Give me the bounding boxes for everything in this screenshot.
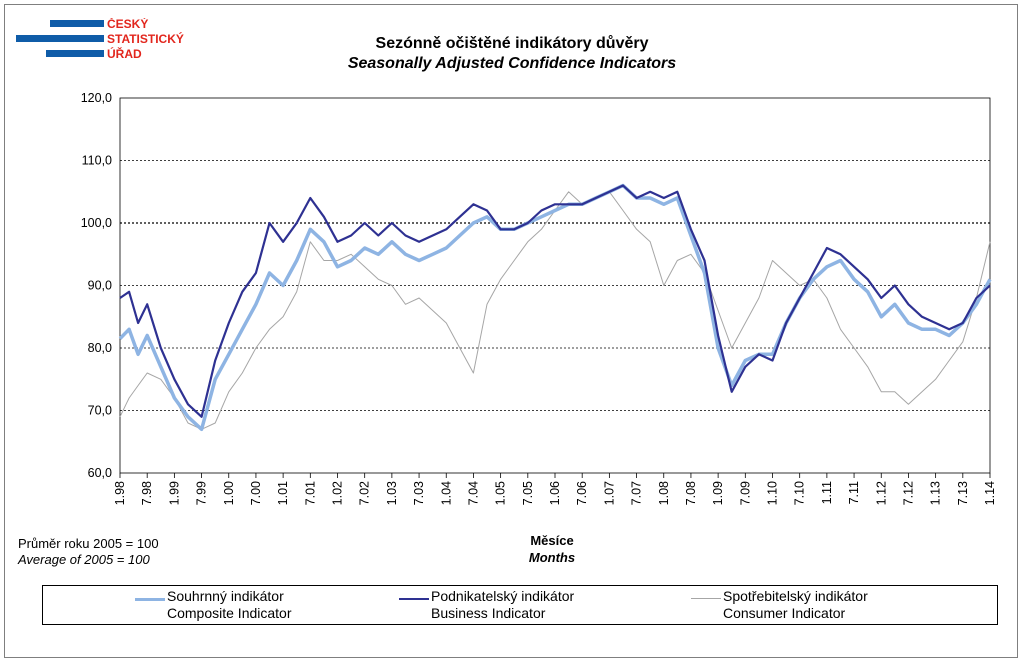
x-tick-label: 1.10 [766,481,780,505]
chart-title: Sezónně očištěné indikátory důvěry Seaso… [0,34,1024,74]
x-axis-title-cz: Měsíce [530,533,574,548]
x-tick-label: 1.00 [222,481,236,505]
legend-label-business-en: Business Indicator [431,605,546,621]
svg-text:ČESKÝ: ČESKÝ [107,18,148,31]
csu-logo: ČESKÝ STATISTICKÝ ÚŘAD [16,18,184,61]
series-consumer-line [119,191,991,430]
legend-swatch-business [399,598,429,600]
chart-title-cz: Sezónně očištěné indikátory důvěry [375,35,649,52]
svg-text:ÚŘAD: ÚŘAD [107,46,142,61]
y-tick-label: 120,0 [81,91,112,105]
x-tick-label: 7.99 [195,481,209,505]
base-note: Průměr roku 2005 = 100 Average of 2005 =… [18,536,159,568]
legend-label-composite-en: Composite Indicator [167,605,292,621]
base-note-cz: Průměr roku 2005 = 100 [18,536,159,551]
chart-frame [4,4,1018,658]
legend-swatch-consumer [691,598,721,599]
legend: Souhrnný indikátor Composite Indicator P… [42,585,998,625]
legend-label-consumer-en: Consumer Indicator [723,605,846,621]
y-tick-label: 70,0 [88,404,112,418]
x-tick-label: 1.13 [929,481,943,505]
x-tick-label: 1.14 [983,481,997,505]
x-tick-label: 7.04 [466,481,480,505]
x-axis-title-en: Months [528,550,576,565]
x-tick-label: 7.01 [303,481,317,505]
x-tick-label: 1.07 [602,481,616,505]
x-tick-label: 1.11 [820,481,834,504]
x-tick-label: 7.13 [956,481,970,505]
x-tick-label: 1.01 [276,481,290,505]
x-tick-label: 7.09 [738,481,752,505]
series-composite-line [118,183,992,432]
x-tick-label: 1.04 [439,481,453,505]
x-tick-label: 1.02 [331,481,345,505]
legend-label-consumer-cz: Spotřebitelský indikátor [723,588,868,604]
base-note-en: Average of 2005 = 100 [18,552,150,567]
x-tick-label: 7.12 [901,481,915,505]
x-tick-label: 1.03 [385,481,399,505]
y-tick-label: 110,0 [82,154,112,168]
x-tick-label: 1.98 [113,481,127,505]
x-tick-label: 7.10 [793,481,807,505]
legend-swatch-composite [135,598,165,601]
x-tick-label: 7.05 [521,481,535,505]
x-tick-label: 7.07 [630,481,644,505]
x-tick-label: 7.98 [140,481,154,505]
x-tick-label: 7.11 [847,481,861,504]
x-tick-label: 1.12 [874,481,888,505]
x-tick-label: 7.08 [684,481,698,505]
y-tick-label: 100,0 [81,216,112,230]
legend-label-composite-cz: Souhrnný indikátor [167,588,284,604]
x-tick-label: 1.99 [167,481,181,505]
x-tick-label: 7.06 [575,481,589,505]
svg-text:STATISTICKÝ: STATISTICKÝ [107,31,184,46]
x-tick-label: 1.05 [494,481,508,505]
y-tick-label: 60,0 [88,466,112,480]
line-chart: 60,0 70,0 80,0 90,0 100,0 110,0 120,0 1.98 7.98 1… [81,91,997,505]
x-tick-label: 1.06 [548,481,562,505]
x-tick-label: 7.03 [412,481,426,505]
legend-label-business-cz: Podnikatelský indikátor [431,588,575,604]
x-axis-title: Měsíce Months [452,532,652,566]
x-tick-label: 7.00 [249,481,263,505]
x-tick-label: 1.09 [711,481,725,505]
series-business-line [119,184,991,418]
chart-title-en: Seasonally Adjusted Confidence Indicator… [347,55,677,72]
x-tick-label: 1.08 [657,481,671,505]
y-tick-label: 80,0 [88,341,112,355]
x-tick-label: 7.02 [358,481,372,505]
y-tick-label: 90,0 [88,279,112,293]
